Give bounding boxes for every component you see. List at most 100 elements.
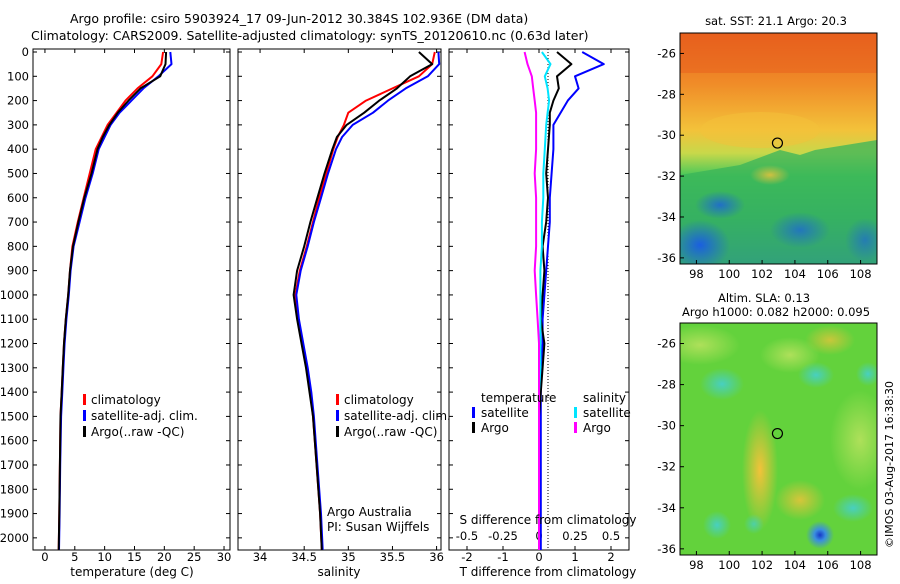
depth-tick-label: 600	[7, 191, 29, 205]
x-tick-label: -0.5	[456, 529, 478, 543]
depth-tick-label: 900	[7, 264, 29, 278]
x-tick-label: 34.5	[291, 550, 317, 564]
map-lat-label: -30	[657, 128, 676, 142]
map-lon-label: 108	[850, 267, 872, 281]
legend-swatch-satellite	[336, 410, 339, 421]
legend-swatch-temp-satellite	[472, 407, 475, 418]
depth-tick-label: 800	[7, 239, 29, 253]
legend-swatch-temp-argo	[472, 422, 475, 433]
legend-label-argo: Argo(..raw -QC)	[91, 425, 184, 439]
x-tick-label: 35.5	[380, 550, 406, 564]
depth-tick-label: 1300	[0, 361, 29, 375]
x-tick-label: 36	[429, 550, 444, 564]
argo-australia-note: Argo Australia	[327, 505, 412, 519]
x-tick-label: 35	[341, 550, 356, 564]
map-lon-label: 106	[817, 558, 839, 572]
series-line-argo-raw-qc-	[57, 51, 168, 551]
depth-tick-label: 1900	[0, 507, 29, 521]
series-line-satellite-adj-clim-	[58, 51, 173, 551]
x-tick-label: 0	[535, 550, 542, 564]
x-tick-label: 0	[41, 550, 48, 564]
map-lon-label: 98	[689, 558, 704, 572]
difference-series	[523, 51, 605, 550]
depth-tick-label: 0	[22, 45, 29, 59]
salinity-x-axis: 34 34.5 35 35.5 36	[253, 49, 444, 564]
map-lon-label: 102	[751, 267, 773, 281]
x-tick-label: 1	[571, 550, 578, 564]
depth-tick-label: 500	[7, 166, 29, 180]
temperature-legend: climatology satellite-adj. clim. Argo(..…	[83, 393, 198, 439]
legend-label-sal-satellite: satellite	[583, 406, 631, 420]
legend-label-satellite: satellite-adj. clim.	[91, 409, 198, 423]
depth-tick-label: 400	[7, 142, 29, 156]
depth-tick-label: 1700	[0, 458, 29, 472]
legend-label-temp-satellite: satellite	[481, 406, 529, 420]
legend-swatch-climatology	[83, 394, 86, 405]
x-tick-label: 0.25	[562, 529, 588, 543]
salinity-xlabel: salinity	[317, 565, 360, 579]
map-lat-label: -34	[657, 210, 676, 224]
legend-title-salinity: salinity	[583, 391, 626, 405]
difference-x-axis: -2 -1 0 1 2	[461, 49, 615, 564]
sst-map	[680, 33, 877, 264]
figure-subtitle: Climatology: CARS2009. Satellite-adjuste…	[31, 28, 589, 43]
salinity-panel-frame	[237, 48, 442, 551]
map-lat-label: -28	[657, 87, 676, 101]
temperature-panel-frame	[32, 48, 231, 551]
legend-label-satellite: satellite-adj. clim.	[344, 409, 451, 423]
depth-tick-label: 1400	[0, 385, 29, 399]
depth-tick-label: 1500	[0, 409, 29, 423]
map-lon-label: 100	[718, 558, 740, 572]
x-tick-label: 5	[71, 550, 78, 564]
map-lon-label: 104	[784, 558, 806, 572]
temperature-series	[57, 51, 173, 551]
series-line-argo-raw-qc-	[292, 51, 434, 551]
map-lon-label: 102	[751, 558, 773, 572]
s-difference-top-axis: -0.5 -0.25 0 0.25 0.5	[456, 529, 620, 543]
sla-map	[680, 323, 877, 555]
depth-tick-label: 2000	[0, 531, 29, 545]
legend-swatch-climatology	[336, 394, 339, 405]
depth-tick-label: 1800	[0, 482, 29, 496]
x-tick-label: 30	[217, 550, 232, 564]
map-lat-label: -32	[657, 169, 676, 183]
salinity-series	[292, 51, 441, 551]
x-tick-label: -0.25	[488, 529, 518, 543]
legend-label-argo: Argo(..raw -QC)	[344, 425, 437, 439]
imos-stamp: ©IMOS 03-Aug-2017 16:38:30	[883, 381, 896, 548]
map-lat-label: -26	[657, 337, 676, 351]
series-line-climatology	[294, 51, 436, 551]
x-tick-label: 34	[253, 550, 268, 564]
sla-map-title-1: Altim. SLA: 0.13	[718, 291, 810, 305]
map-lat-label: -28	[657, 378, 676, 392]
s-difference-label: S difference from climatology	[460, 513, 637, 527]
legend-swatch-sal-satellite	[574, 407, 577, 418]
map-lat-label: -34	[657, 501, 676, 515]
sst-map-axes: -26 -28 -30 -32 -34 -36 98 100 102 104 106 108	[657, 46, 871, 281]
x-tick-label: 15	[127, 550, 142, 564]
series-line-climatology	[57, 51, 165, 551]
map-lat-label: -30	[657, 419, 676, 433]
x-tick-label: -1	[497, 550, 508, 564]
x-tick-label: 25	[187, 550, 202, 564]
sst-float-marker	[771, 137, 784, 149]
depth-tick-label: 700	[7, 215, 29, 229]
x-tick-label: 10	[97, 550, 112, 564]
pi-note: PI: Susan Wijffels	[327, 520, 429, 534]
legend-label-temp-argo: Argo	[481, 421, 509, 435]
difference-legend: temperature salinity satellite Argo sate…	[472, 391, 631, 435]
difference-xlabel: T difference from climatology	[459, 565, 637, 579]
map-lat-label: -36	[657, 542, 676, 556]
temperature-x-axis: 0 5 10 15 20 25 30	[41, 49, 231, 564]
legend-swatch-argo	[83, 426, 86, 437]
legend-swatch-satellite	[83, 410, 86, 421]
sst-map-frame	[679, 32, 878, 265]
map-lat-label: -32	[657, 460, 676, 474]
salinity-legend: climatology satellite-adj. clim. Argo(..…	[336, 393, 451, 439]
sla-float-marker	[771, 427, 784, 440]
depth-tick-label: 100	[7, 69, 29, 83]
map-lon-label: 98	[689, 267, 704, 281]
legend-label-climatology: climatology	[91, 393, 161, 407]
